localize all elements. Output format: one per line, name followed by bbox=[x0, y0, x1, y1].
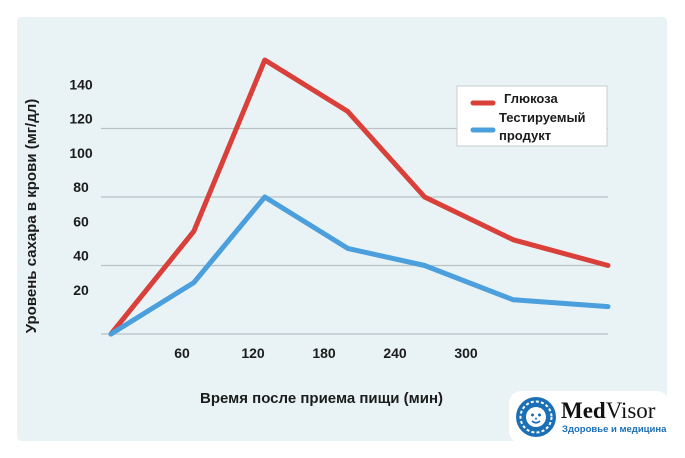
legend-label-test-product-line1: Тестируемый bbox=[499, 110, 586, 125]
x-tick-label: 240 bbox=[383, 345, 407, 361]
medvisor-logo: MedVisor Здоровье и медицина bbox=[509, 391, 669, 443]
y-tick-label: 40 bbox=[73, 248, 89, 264]
series-lines bbox=[108, 57, 611, 337]
y-tick-label: 80 bbox=[73, 179, 89, 195]
legend-label-glucose: Глюкоза bbox=[504, 91, 558, 106]
series-line-test-product bbox=[108, 194, 611, 337]
logo-tagline: Здоровье и медицина bbox=[562, 424, 667, 435]
chart-card: 20 40 60 80 100 120 140 60 120 180 240 300 Уровень… bbox=[17, 17, 669, 443]
legend: Глюкоза Тестируемый продукт bbox=[456, 85, 608, 147]
x-tick-label: 300 bbox=[454, 345, 478, 361]
logo-name-bold: Med bbox=[561, 398, 606, 423]
logo-name-regular: Visor bbox=[605, 398, 656, 423]
y-tick-label: 60 bbox=[73, 213, 89, 229]
lion-head-icon bbox=[516, 397, 556, 437]
legend-box bbox=[456, 85, 608, 147]
y-tick-label: 20 bbox=[73, 282, 89, 298]
gridlines bbox=[101, 127, 608, 335]
line-chart: 20 40 60 80 100 120 140 60 120 180 240 300 Уровень… bbox=[23, 57, 611, 407]
x-tick-label: 60 bbox=[174, 345, 190, 361]
x-tick-label: 180 bbox=[312, 345, 336, 361]
y-axis-title: Уровень сахара в крови (мг/дл) bbox=[23, 99, 40, 334]
legend-label-test-product-line2: продукт bbox=[499, 128, 551, 143]
y-tick-labels: 20 40 60 80 100 120 140 bbox=[69, 76, 93, 298]
x-axis-title: Время после приема пищи (мин) bbox=[200, 390, 443, 407]
y-tick-label: 120 bbox=[69, 111, 93, 127]
x-tick-labels: 60 120 180 240 300 bbox=[174, 345, 478, 361]
x-tick-label: 120 bbox=[241, 345, 265, 361]
y-tick-label: 140 bbox=[69, 76, 93, 92]
logo-wordmark: MedVisor bbox=[561, 399, 655, 423]
series-line-glucose bbox=[108, 57, 611, 337]
y-tick-label: 100 bbox=[69, 145, 93, 161]
